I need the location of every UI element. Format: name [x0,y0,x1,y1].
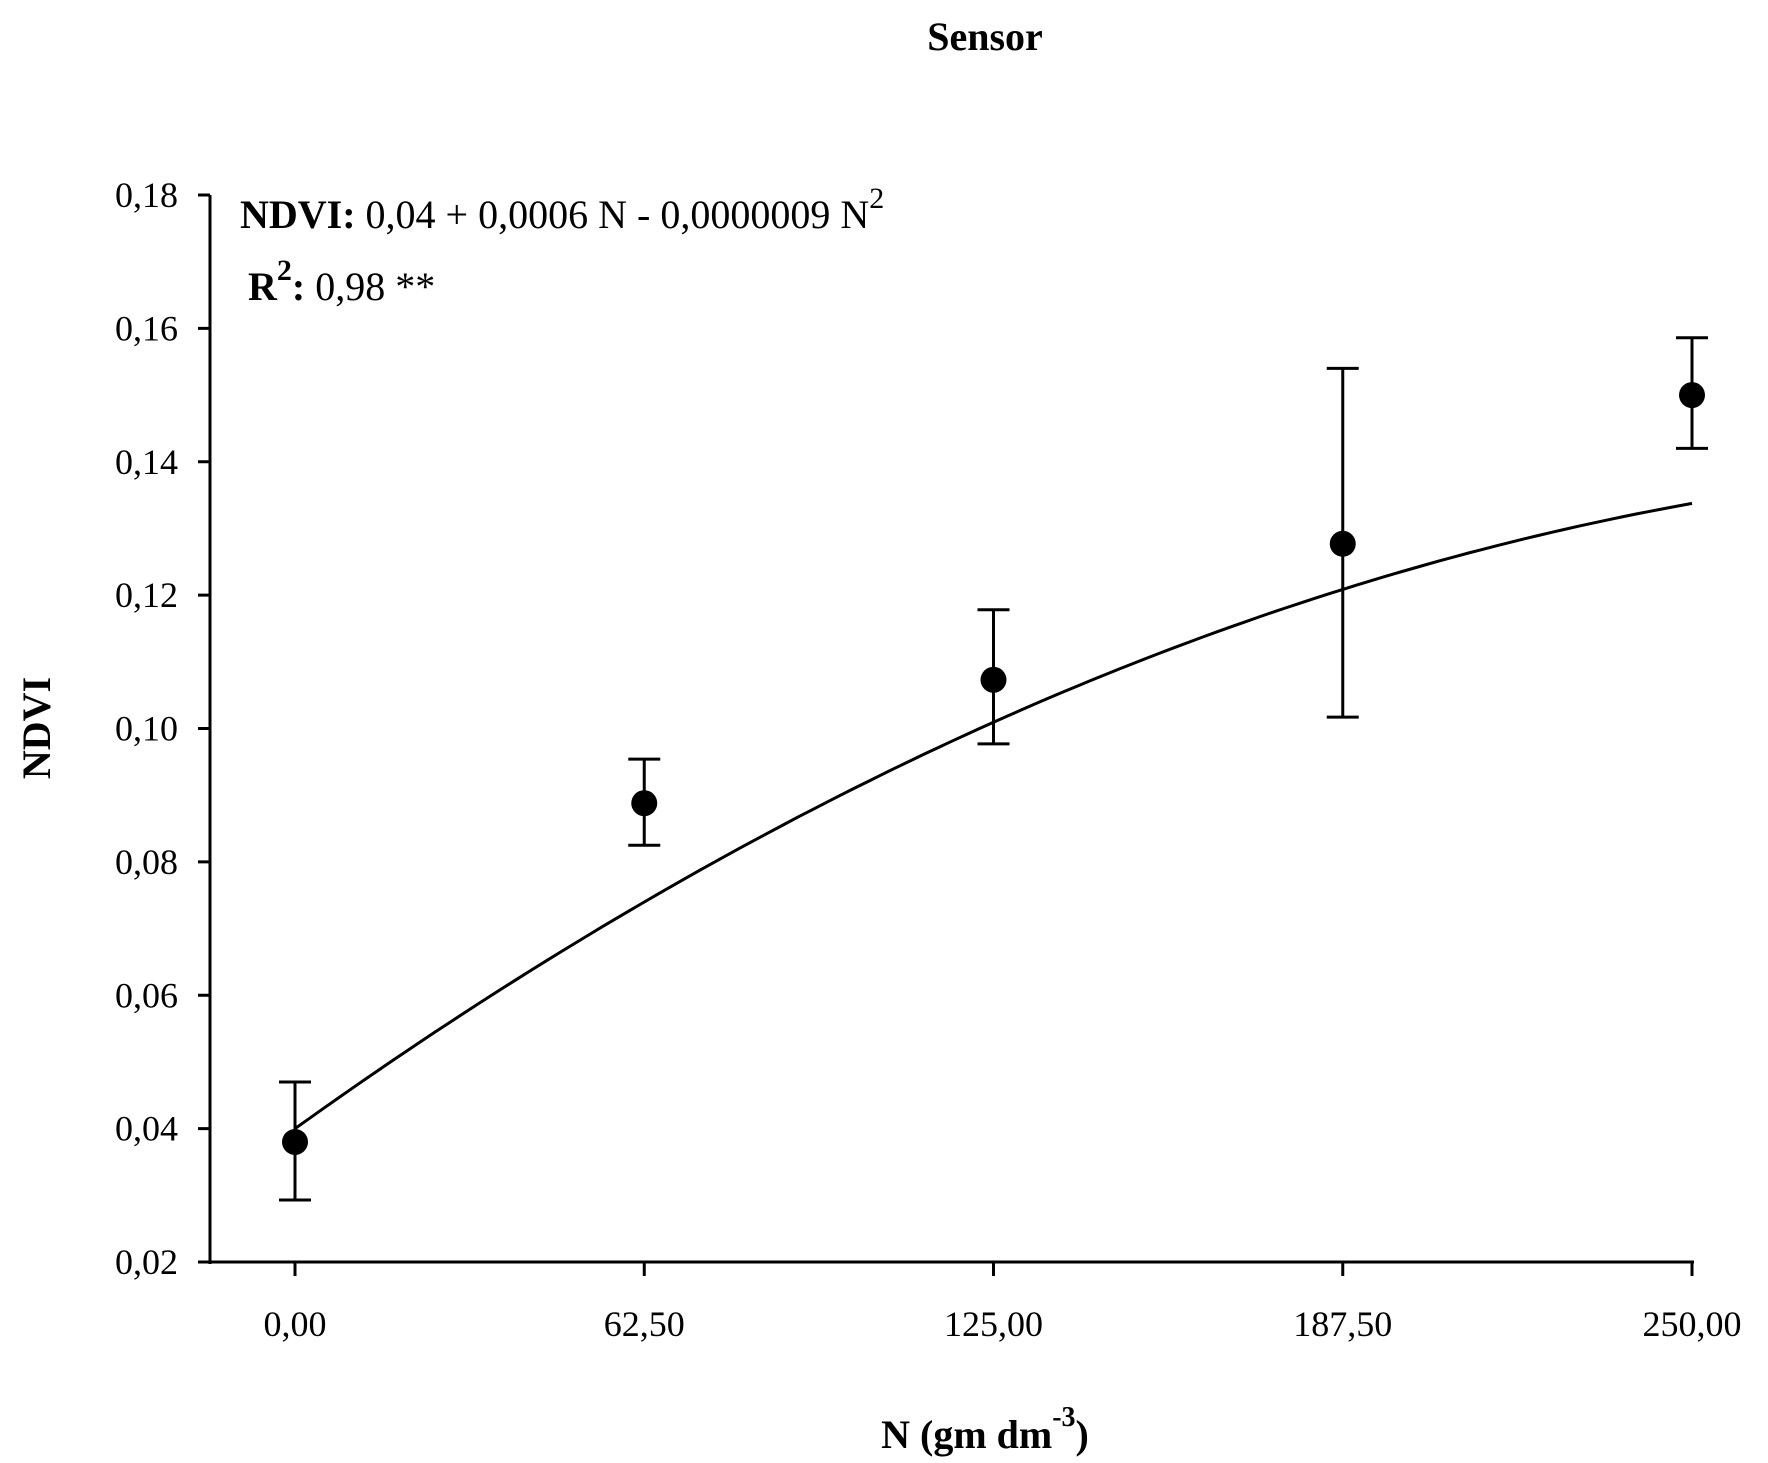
data-point [1679,382,1705,409]
r2-annotation: R2: 0,98 ** [248,254,435,309]
y-tick-label: 0,12 [115,575,178,615]
axes: 0,02 0,04 0,06 0,08 0,10 0,12 0,14 0,16 0,18 0,0… [115,175,1742,1344]
x-tick-label: 0,00 [264,1304,327,1344]
x-axis-label-main: N (gm dm [881,1412,1052,1457]
y-axis-label: NDVI [14,677,59,779]
x-tick-label: 62,50 [604,1304,685,1344]
r2-label: R [248,264,278,309]
y-tick-label: 0,02 [115,1242,178,1282]
data-point [282,1128,308,1155]
y-tick-label: 0,08 [115,842,178,882]
r2-colon: : [292,264,305,309]
y-tick-label: 0,10 [115,709,178,749]
r2-text: 0,98 ** [305,264,435,309]
y-tick-label: 0,14 [115,442,178,482]
x-tick-label: 250,00 [1643,1304,1742,1344]
chart-title: Sensor [927,14,1043,59]
equation-label: NDVI: [240,192,356,237]
r2-sup: 2 [277,254,292,287]
equation-annotation: NDVI: 0,04 + 0,0006 N - 0,0000009 N2 [240,182,884,237]
y-ticks: 0,02 0,04 0,06 0,08 0,10 0,12 0,14 0,16 0,18 [115,175,210,1282]
x-tick-label: 125,00 [944,1304,1043,1344]
data-point [980,666,1007,693]
x-axis-label-close: ) [1076,1412,1089,1457]
x-ticks: 0,00 62,50 125,00 187,50 250,00 [264,1262,1742,1344]
y-tick-label: 0,16 [115,308,178,348]
data-point [1329,530,1356,557]
x-tick-label: 187,50 [1293,1304,1392,1344]
fit-curve [294,501,1693,1130]
y-tick-label: 0,18 [115,175,178,215]
equation-text: 0,04 + 0,0006 N - 0,0000009 N [356,192,870,237]
y-tick-label: 0,06 [115,975,178,1015]
data-points [279,336,1708,1202]
x-axis-label: N (gm dm-3) [881,1402,1089,1457]
data-point [631,790,658,817]
equation-sup: 2 [869,182,884,215]
x-axis-label-sup: -3 [1052,1402,1075,1433]
y-tick-label: 0,04 [115,1109,178,1149]
